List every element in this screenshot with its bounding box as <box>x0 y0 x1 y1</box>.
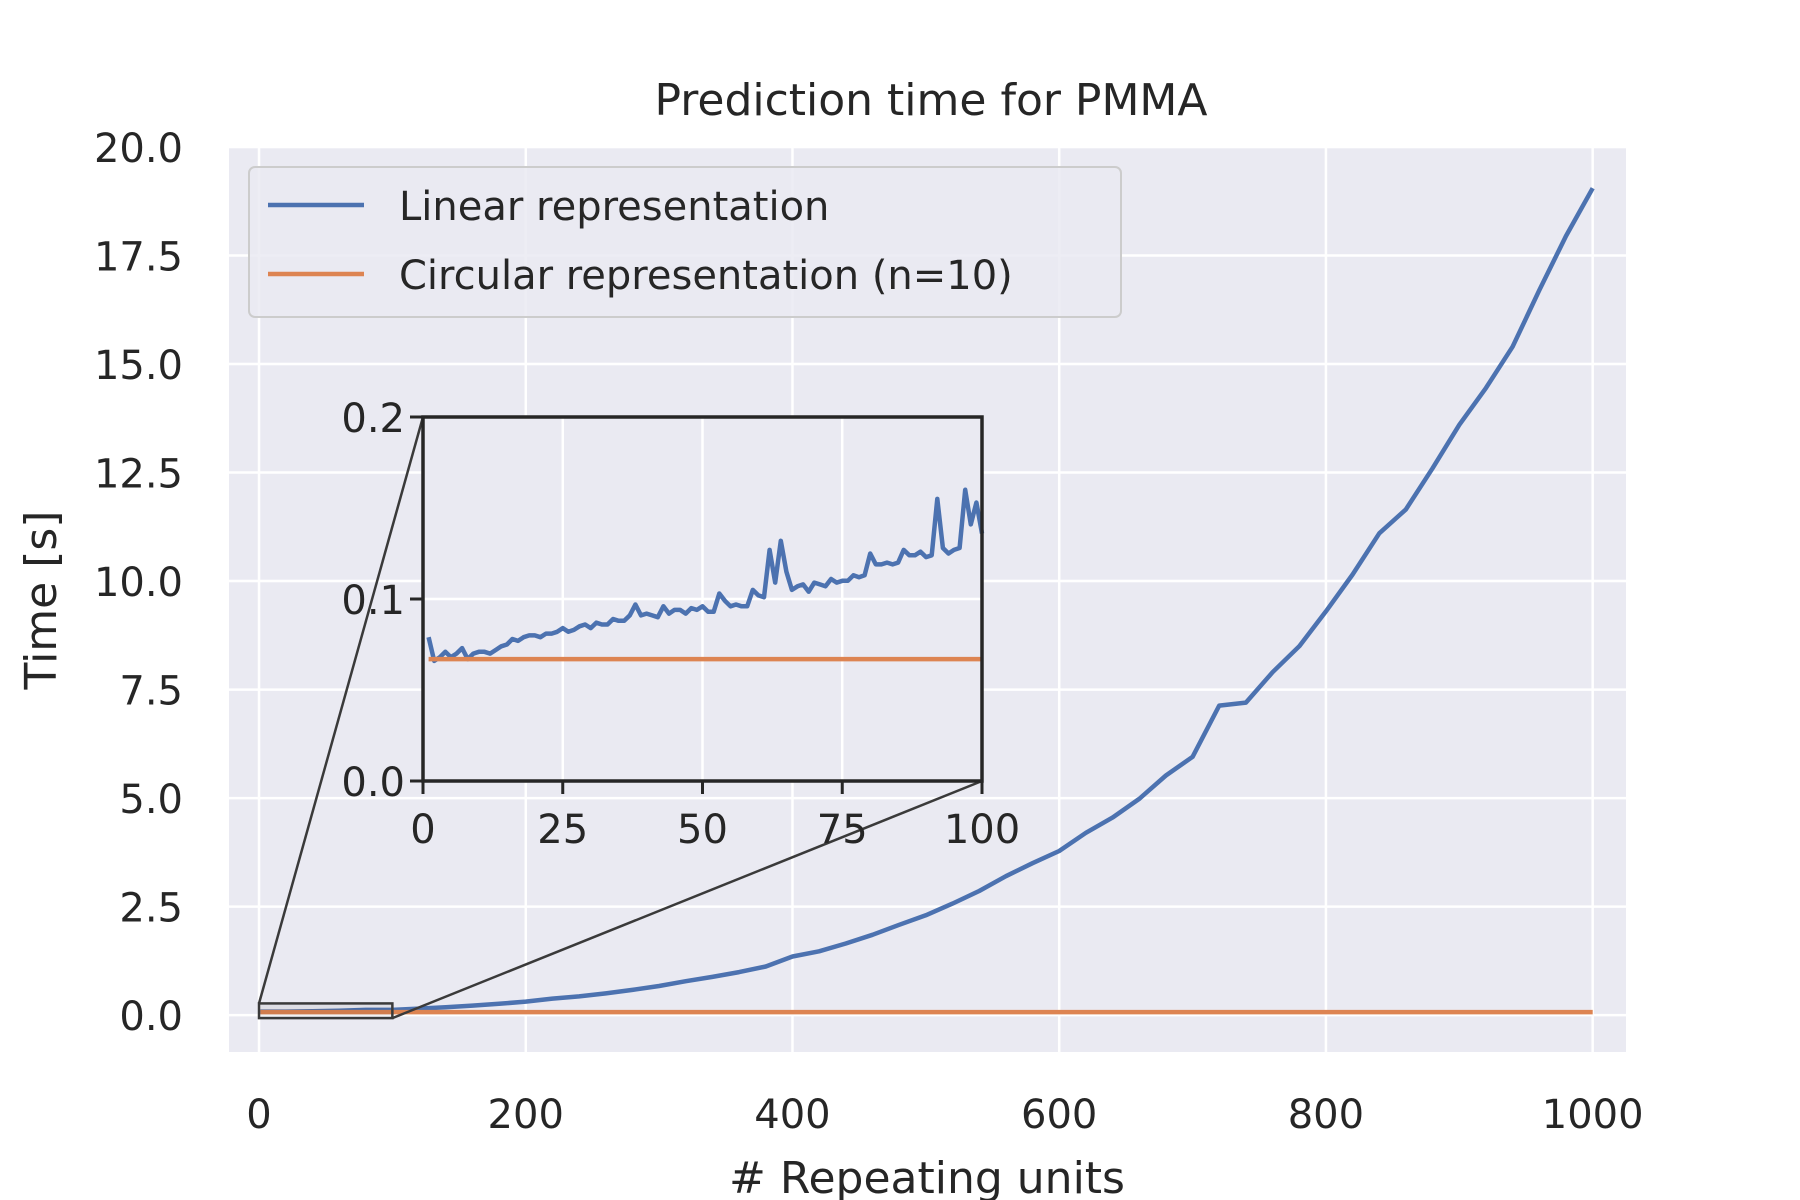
zoom-indicator <box>257 416 983 1020</box>
inset-y-tick-label: 0.2 <box>341 396 405 442</box>
legend-box <box>248 166 1122 318</box>
legend: Linear representation Circular representa… <box>248 166 1122 318</box>
y-tick-label: 12.5 <box>94 452 183 498</box>
inset-series-line-linear <box>426 487 985 664</box>
inset-frame <box>421 415 984 783</box>
x-tick-label: 600 <box>1021 1092 1097 1138</box>
inset-axes: 0 25 50 75 100 0.0 0.1 0.2 <box>341 396 1020 853</box>
x-tick-labels: 0 200 400 600 800 1000 <box>246 1092 1643 1138</box>
y-tick-label: 17.5 <box>94 235 183 281</box>
y-tick-label: 20.0 <box>94 126 183 172</box>
x-tick-label: 200 <box>488 1092 564 1138</box>
x-axis-label: # Repeating units <box>729 1153 1125 1200</box>
legend-label: Circular representation (n=10) <box>399 253 1013 299</box>
inset-x-tick-label: 75 <box>817 807 868 853</box>
x-tick-label: 800 <box>1288 1092 1364 1138</box>
x-tick-label: 400 <box>754 1092 830 1138</box>
inset-y-tick-label: 0.0 <box>341 760 405 806</box>
main-series-lines <box>260 187 1595 1015</box>
y-tick-label: 0.0 <box>119 994 183 1040</box>
inset-x-tick-label: 25 <box>537 807 588 853</box>
legend-label: Linear representation <box>399 184 829 230</box>
y-tick-label: 7.5 <box>119 669 183 715</box>
y-axis-label: Time [s] <box>16 511 67 691</box>
x-tick-label: 1000 <box>1542 1092 1644 1138</box>
y-tick-label: 10.0 <box>94 560 183 606</box>
y-tick-labels: 0.0 2.5 5.0 7.5 10.0 12.5 15.0 17.5 20.0 <box>94 126 183 1040</box>
inset-y-tick-label: 0.1 <box>341 578 405 624</box>
y-tick-label: 2.5 <box>119 886 183 932</box>
x-tick-label: 0 <box>246 1092 271 1138</box>
series-line-linear <box>260 187 1595 1014</box>
zoom-region-box <box>257 1002 394 1020</box>
chart-title: Prediction time for PMMA <box>654 75 1207 126</box>
inset-x-tick-label: 0 <box>410 807 435 853</box>
zoom-connector-line <box>257 416 425 1004</box>
inset-x-tick-label: 50 <box>677 807 728 853</box>
y-tick-label: 5.0 <box>119 777 183 823</box>
zoom-connector-line <box>391 779 983 1020</box>
inset-x-tick-label: 100 <box>944 807 1020 853</box>
y-tick-label: 15.0 <box>94 343 183 389</box>
